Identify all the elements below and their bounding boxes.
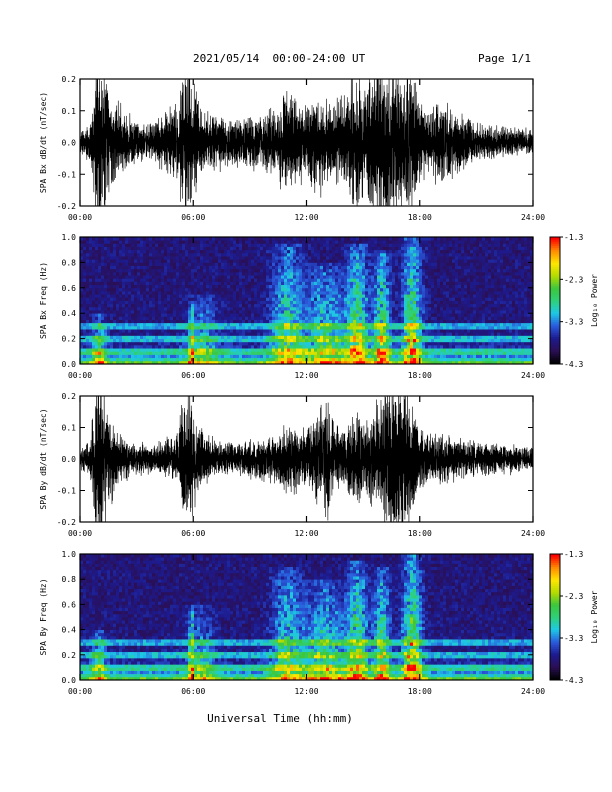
y-tick-label: 0.4 [62,309,77,318]
x-tick-label: 12:00 [294,687,318,696]
y-tick-label: 0.0 [62,139,77,148]
x-tick-label: 18:00 [408,371,432,380]
x-tick-label: 18:00 [408,529,432,538]
colorbar-tick-label: -1.3 [564,233,583,242]
colorbar-tick-label: -3.3 [564,634,583,643]
page-number: Page 1/1 [478,52,531,65]
y-tick-label: 0.2 [62,392,77,401]
x-tick-label: 00:00 [68,529,92,538]
y-tick-label: 0.2 [62,651,77,660]
y-tick-label: -0.1 [57,487,76,496]
y-axis-label: SPA Bx Freq (Hz) [39,262,48,339]
x-tick-label: 24:00 [521,213,545,222]
y-tick-label: -0.1 [57,170,76,179]
colorbar-frame [549,553,561,681]
x-tick-label: 06:00 [181,371,205,380]
colorbar-frame [549,236,561,365]
x-tick-label: 06:00 [181,213,205,222]
x-tick-label: 00:00 [68,213,92,222]
colorbar-tick-label: -4.3 [564,360,583,369]
y-tick-label: 0.6 [62,600,77,609]
y-tick-label: 0.8 [62,575,77,584]
colorbar-tick-label: -1.3 [564,550,583,559]
x-tick-label: 06:00 [181,687,205,696]
x-tick-label: 00:00 [68,687,92,696]
x-tick-label: 12:00 [294,213,318,222]
spectrogram-cells [80,237,534,365]
y-tick-label: 0.0 [62,676,77,685]
page-title: 2021/05/14 00:00-24:00 UT [193,52,366,65]
y-tick-label: 0.4 [62,626,77,635]
y-tick-label: 0.1 [62,107,77,116]
dbdt-trace [80,396,533,522]
x-tick-label: 24:00 [521,687,545,696]
y-tick-label: -0.2 [57,518,76,527]
by-dbdt-panel: -0.2 -0.1 0.0 0.1 0.2 00:00 06:00 12:00 18:00 24:… [39,392,545,538]
y-tick-label: 0.0 [62,455,77,464]
y-tick-label: 1.0 [62,550,77,559]
x-tick-label: 12:00 [294,371,318,380]
bx-dbdt-panel: -0.2 -0.1 0.0 0.1 0.2 00:00 06:00 12:00 18:00 24:… [39,75,545,222]
y-axis-label: SPA By dB/dt (nT/sec) [39,408,48,509]
colorbar-tick-label: -4.3 [564,676,583,685]
x-tick-label: 24:00 [521,529,545,538]
y-tick-label: 0.0 [62,360,77,369]
colorbar-label: Log₁₀ Power [590,590,599,643]
colorbar-tick-label: -2.3 [564,592,583,601]
x-axis-label: Universal Time (hh:mm) [207,712,353,725]
y-tick-label: 0.2 [62,335,77,344]
y-axis-label: SPA By Freq (Hz) [39,578,48,655]
x-tick-label: 06:00 [181,529,205,538]
colorbar-tick-label: -2.3 [564,275,583,284]
y-axis-label: SPA Bx dB/dt (nT/sec) [39,92,48,193]
x-tick-label: 24:00 [521,371,545,380]
x-tick-label: 00:00 [68,371,92,380]
x-tick-label: 18:00 [408,687,432,696]
colorbar: -1.3 -2.3 -3.3 -4.3 Log₁₀ Power [549,233,599,369]
y-tick-label: 0.1 [62,424,77,433]
by-spectrogram-panel: 0.0 0.2 0.4 0.6 0.8 1.0 00:00 06:00 12:00 18:00 24… [39,550,599,696]
dbdt-trace [80,79,533,206]
x-tick-label: 12:00 [294,529,318,538]
bx-spectrogram-panel: 0.0 0.2 0.4 0.6 0.8 1.0 00:00 06:00 12:00 18:00 24… [39,233,599,380]
colorbar-label: Log₁₀ Power [590,274,599,327]
colorbar: -1.3 -2.3 -3.3 -4.3 Log₁₀ Power [549,550,599,685]
y-tick-label: 0.2 [62,75,77,84]
y-tick-label: -0.2 [57,202,76,211]
y-tick-label: 0.6 [62,284,77,293]
x-tick-label: 18:00 [408,213,432,222]
y-tick-label: 1.0 [62,233,77,242]
spectrogram-cells [80,554,534,681]
colorbar-tick-label: -3.3 [564,318,583,327]
y-tick-label: 0.8 [62,258,77,267]
